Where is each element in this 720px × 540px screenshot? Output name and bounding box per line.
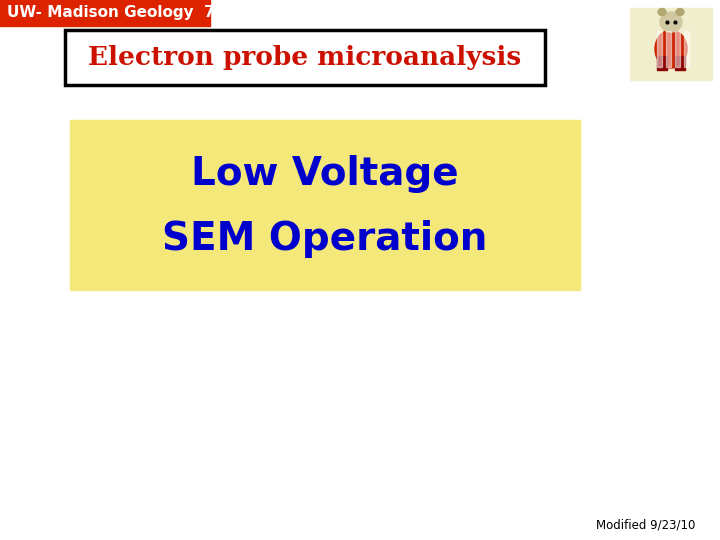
Bar <box>0 0 210 26</box>
Ellipse shape <box>660 12 682 32</box>
Ellipse shape <box>658 9 666 16</box>
Ellipse shape <box>655 30 687 68</box>
Bar <box>684 31 689 67</box>
Text: Electron probe microanalysis: Electron probe microanalysis <box>89 45 521 70</box>
Bar <box>657 31 662 67</box>
Bar <box>65 30 545 85</box>
Text: Low Voltage: Low Voltage <box>192 156 459 193</box>
Text: UW- Madison Geology  777: UW- Madison Geology 777 <box>7 5 236 21</box>
Bar <box>675 31 680 67</box>
Text: SEM Operation: SEM Operation <box>162 220 487 258</box>
Bar <box>70 120 580 290</box>
Text: Modified 9/23/10: Modified 9/23/10 <box>595 519 695 532</box>
Bar <box>675 56 685 70</box>
Bar <box>657 56 667 70</box>
Ellipse shape <box>676 9 684 16</box>
Bar <box>666 31 671 67</box>
Bar <box>630 8 712 80</box>
